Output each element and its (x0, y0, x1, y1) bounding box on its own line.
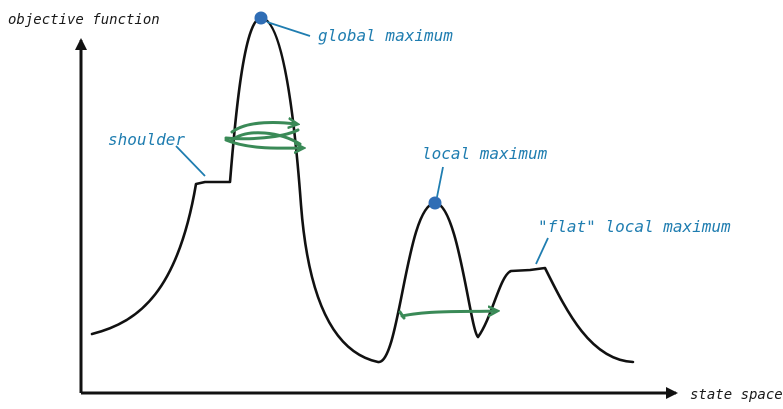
local-max-pointer (436, 166, 444, 198)
shoulder-pointer (175, 145, 206, 177)
global-max-pointer (266, 21, 311, 37)
global-maximum-label: global maximum (318, 26, 453, 45)
shoulder-label: shoulder (108, 130, 185, 149)
y-axis-label: objective function (8, 12, 160, 28)
oscillation-arrow-local (398, 311, 496, 320)
global-maximum-marker (254, 11, 268, 25)
objective-curve (90, 16, 635, 364)
local-maximum-marker (428, 196, 442, 210)
x-axis-label: state space (690, 387, 783, 403)
flat-local-maximum-label: "flat" local maximum (538, 217, 731, 236)
flat-max-pointer (535, 237, 549, 265)
local-maximum-label: local maximum (422, 144, 548, 163)
oscillation-arrows-global (224, 122, 302, 148)
